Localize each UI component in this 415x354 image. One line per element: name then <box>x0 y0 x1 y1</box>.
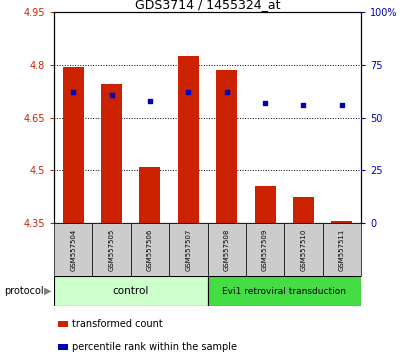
Text: GSM557508: GSM557508 <box>224 228 229 271</box>
Bar <box>93 223 131 276</box>
Point <box>262 100 269 106</box>
Bar <box>54 276 208 306</box>
Point <box>146 98 153 104</box>
Text: GSM557504: GSM557504 <box>70 228 76 271</box>
Text: GSM557510: GSM557510 <box>300 228 306 271</box>
Text: transformed count: transformed count <box>72 319 163 329</box>
Title: GDS3714 / 1455324_at: GDS3714 / 1455324_at <box>135 0 280 11</box>
Point <box>300 102 307 108</box>
Bar <box>169 223 208 276</box>
Text: GSM557509: GSM557509 <box>262 228 268 271</box>
Bar <box>139 167 161 223</box>
Text: GSM557505: GSM557505 <box>109 228 115 271</box>
Text: percentile rank within the sample: percentile rank within the sample <box>72 342 237 352</box>
Point <box>185 90 192 95</box>
Text: protocol: protocol <box>4 286 44 296</box>
Text: GSM557507: GSM557507 <box>186 228 191 271</box>
Text: GSM557511: GSM557511 <box>339 228 345 271</box>
Bar <box>208 223 246 276</box>
Point <box>339 102 345 108</box>
Bar <box>293 197 314 223</box>
Bar <box>63 67 84 223</box>
Bar <box>323 223 361 276</box>
Bar <box>254 186 276 223</box>
Bar <box>101 84 122 223</box>
Text: control: control <box>112 286 149 296</box>
Bar <box>284 223 323 276</box>
Bar <box>216 70 237 223</box>
Text: Evi1 retroviral transduction: Evi1 retroviral transduction <box>222 287 346 296</box>
Text: GSM557506: GSM557506 <box>147 228 153 271</box>
Bar <box>246 223 284 276</box>
Point <box>223 90 230 95</box>
Bar <box>208 276 361 306</box>
Bar <box>54 223 92 276</box>
Text: ▶: ▶ <box>44 286 51 296</box>
Bar <box>178 56 199 223</box>
Bar <box>331 221 352 223</box>
Point <box>70 90 76 95</box>
Bar <box>131 223 169 276</box>
Point <box>108 92 115 97</box>
